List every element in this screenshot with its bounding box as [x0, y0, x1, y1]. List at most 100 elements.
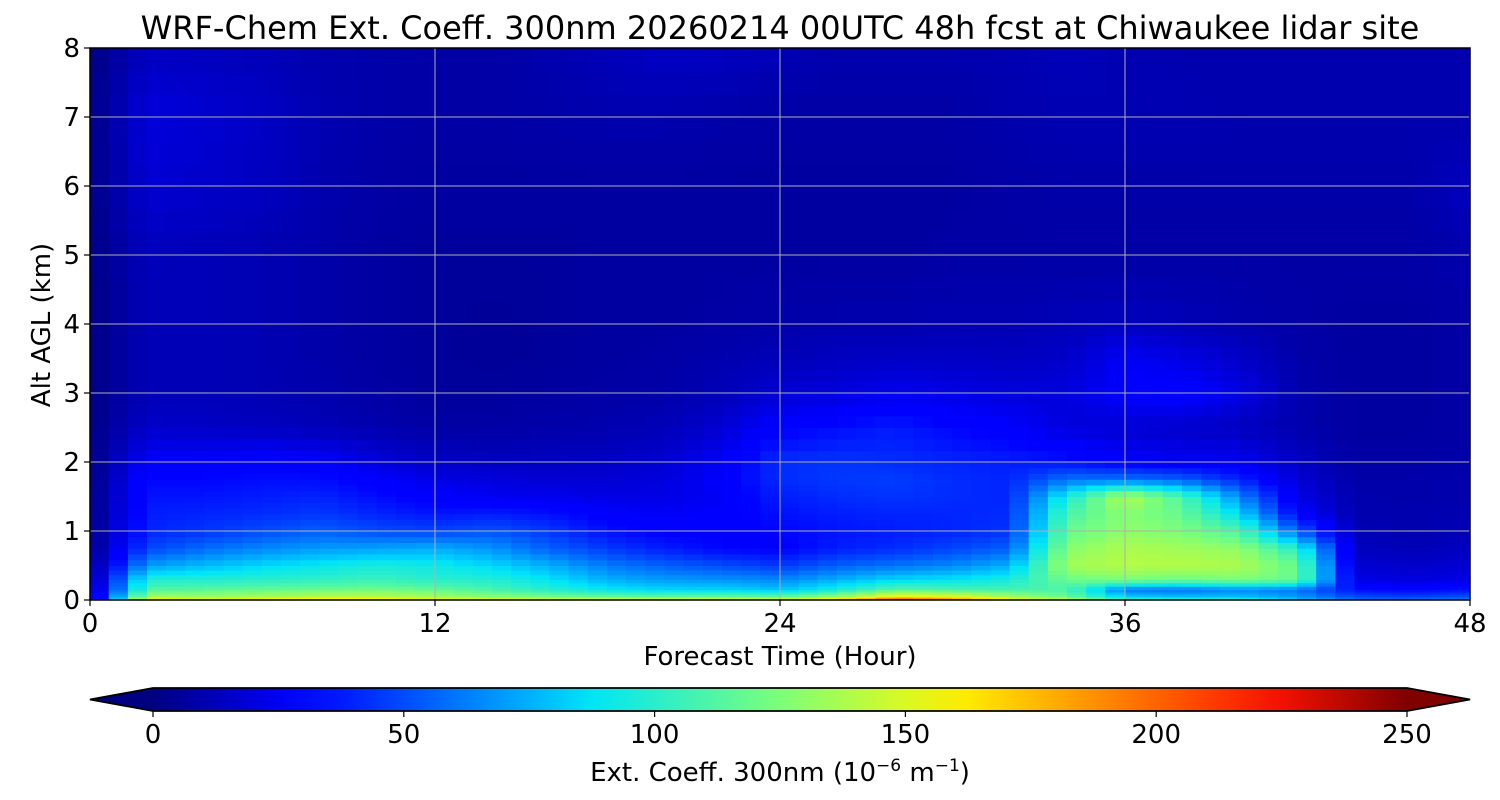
heatmap-cell — [932, 596, 953, 599]
heatmap-cell — [913, 358, 934, 371]
heatmap-cell — [530, 559, 551, 566]
heatmap-cell — [932, 254, 953, 279]
heatmap-cell — [1105, 473, 1126, 480]
heatmap-cell — [1335, 559, 1356, 566]
heatmap-cell — [1067, 559, 1088, 566]
heatmap-cell — [1239, 591, 1260, 595]
heatmap-cell — [626, 450, 647, 463]
heatmap-cell — [530, 524, 551, 532]
heatmap-cell — [1450, 478, 1470, 486]
heatmap-cell — [242, 48, 263, 72]
heatmap-cell — [1335, 542, 1356, 549]
heatmap-cell — [204, 513, 225, 520]
heatmap-cell — [492, 593, 513, 598]
heatmap-cell — [1297, 277, 1318, 302]
heatmap-cell — [760, 467, 781, 474]
heatmap-cell — [1297, 185, 1318, 210]
heatmap-cell — [281, 392, 302, 405]
heatmap-cell — [1220, 530, 1241, 538]
heatmap-cell — [338, 542, 359, 549]
heatmap-cell — [913, 593, 934, 598]
heatmap-cell — [108, 300, 129, 325]
heatmap-cell — [1028, 48, 1049, 72]
heatmap-cell — [166, 582, 187, 587]
heatmap-cell — [626, 473, 647, 480]
heatmap-cell — [607, 478, 628, 486]
heatmap-cell — [223, 589, 244, 593]
heatmap-cell — [817, 392, 838, 405]
heatmap-cell — [645, 484, 666, 492]
heatmap-cell — [990, 578, 1011, 584]
heatmap-cell — [434, 48, 455, 72]
heatmap-cell — [1086, 585, 1107, 591]
heatmap-cell — [1316, 381, 1337, 394]
heatmap-cell — [1028, 369, 1049, 382]
heatmap-cell — [875, 427, 896, 440]
heatmap-cell — [281, 139, 302, 164]
heatmap-cell — [1354, 358, 1375, 371]
heatmap-cell — [1431, 70, 1452, 95]
heatmap-cell — [1105, 346, 1126, 359]
heatmap-cell — [1373, 461, 1394, 469]
heatmap-cell — [1009, 70, 1030, 95]
heatmap-cell — [894, 162, 915, 187]
heatmap-cell — [1028, 507, 1049, 515]
heatmap-cell — [530, 496, 551, 503]
heatmap-cell — [147, 93, 168, 118]
heatmap-cell — [664, 553, 685, 561]
heatmap-cell — [434, 335, 455, 348]
heatmap-cell — [357, 513, 378, 520]
heatmap-cell — [587, 404, 608, 417]
heatmap-cell — [127, 478, 148, 486]
heatmap-cell — [281, 208, 302, 233]
heatmap-cell — [1412, 490, 1433, 497]
heatmap-cell — [396, 589, 417, 593]
heatmap-cell — [1220, 589, 1241, 593]
heatmap-cell — [108, 392, 129, 405]
heatmap-cell — [875, 323, 896, 336]
heatmap-cell — [1105, 569, 1126, 576]
heatmap-cell — [1412, 346, 1433, 359]
heatmap-cell — [607, 254, 628, 279]
heatmap-cell — [856, 597, 877, 600]
heatmap-cell — [722, 415, 743, 428]
heatmap-cell — [377, 596, 398, 599]
heatmap-cell — [1335, 553, 1356, 561]
heatmap-cell — [760, 559, 781, 566]
heatmap-cell — [1009, 578, 1030, 584]
heatmap-cell — [300, 530, 321, 538]
heatmap-cell — [357, 478, 378, 486]
heatmap-cell — [1182, 478, 1203, 486]
heatmap-cell — [1220, 93, 1241, 118]
heatmap-cell — [990, 139, 1011, 164]
heatmap-cell — [147, 565, 168, 571]
heatmap-cell — [530, 542, 551, 549]
heatmap-cell — [1182, 593, 1203, 598]
heatmap-cell — [971, 70, 992, 95]
heatmap-cell — [837, 591, 858, 595]
heatmap-cell — [319, 300, 340, 325]
heatmap-cell — [683, 369, 704, 382]
heatmap-cell — [338, 70, 359, 95]
heatmap-cell — [1450, 231, 1470, 256]
heatmap-cell — [166, 478, 187, 486]
heatmap-cell — [396, 404, 417, 417]
heatmap-cell — [1143, 415, 1164, 428]
heatmap-cell — [1105, 404, 1126, 417]
heatmap-cell — [626, 589, 647, 593]
heatmap-cell — [913, 392, 934, 405]
x-tick-label: 24 — [763, 609, 796, 639]
heatmap-cell — [338, 139, 359, 164]
heatmap-cell — [1412, 415, 1433, 428]
heatmap-cell — [875, 507, 896, 515]
heatmap-cell — [568, 48, 589, 72]
heatmap-cell — [683, 578, 704, 584]
heatmap-cell — [319, 427, 340, 440]
heatmap-cell — [396, 93, 417, 118]
heatmap-cell — [760, 519, 781, 526]
heatmap-cell — [1105, 565, 1126, 571]
heatmap-cell — [185, 335, 206, 348]
heatmap-cell — [377, 536, 398, 543]
heatmap-cell — [626, 596, 647, 599]
heatmap-cell — [932, 392, 953, 405]
